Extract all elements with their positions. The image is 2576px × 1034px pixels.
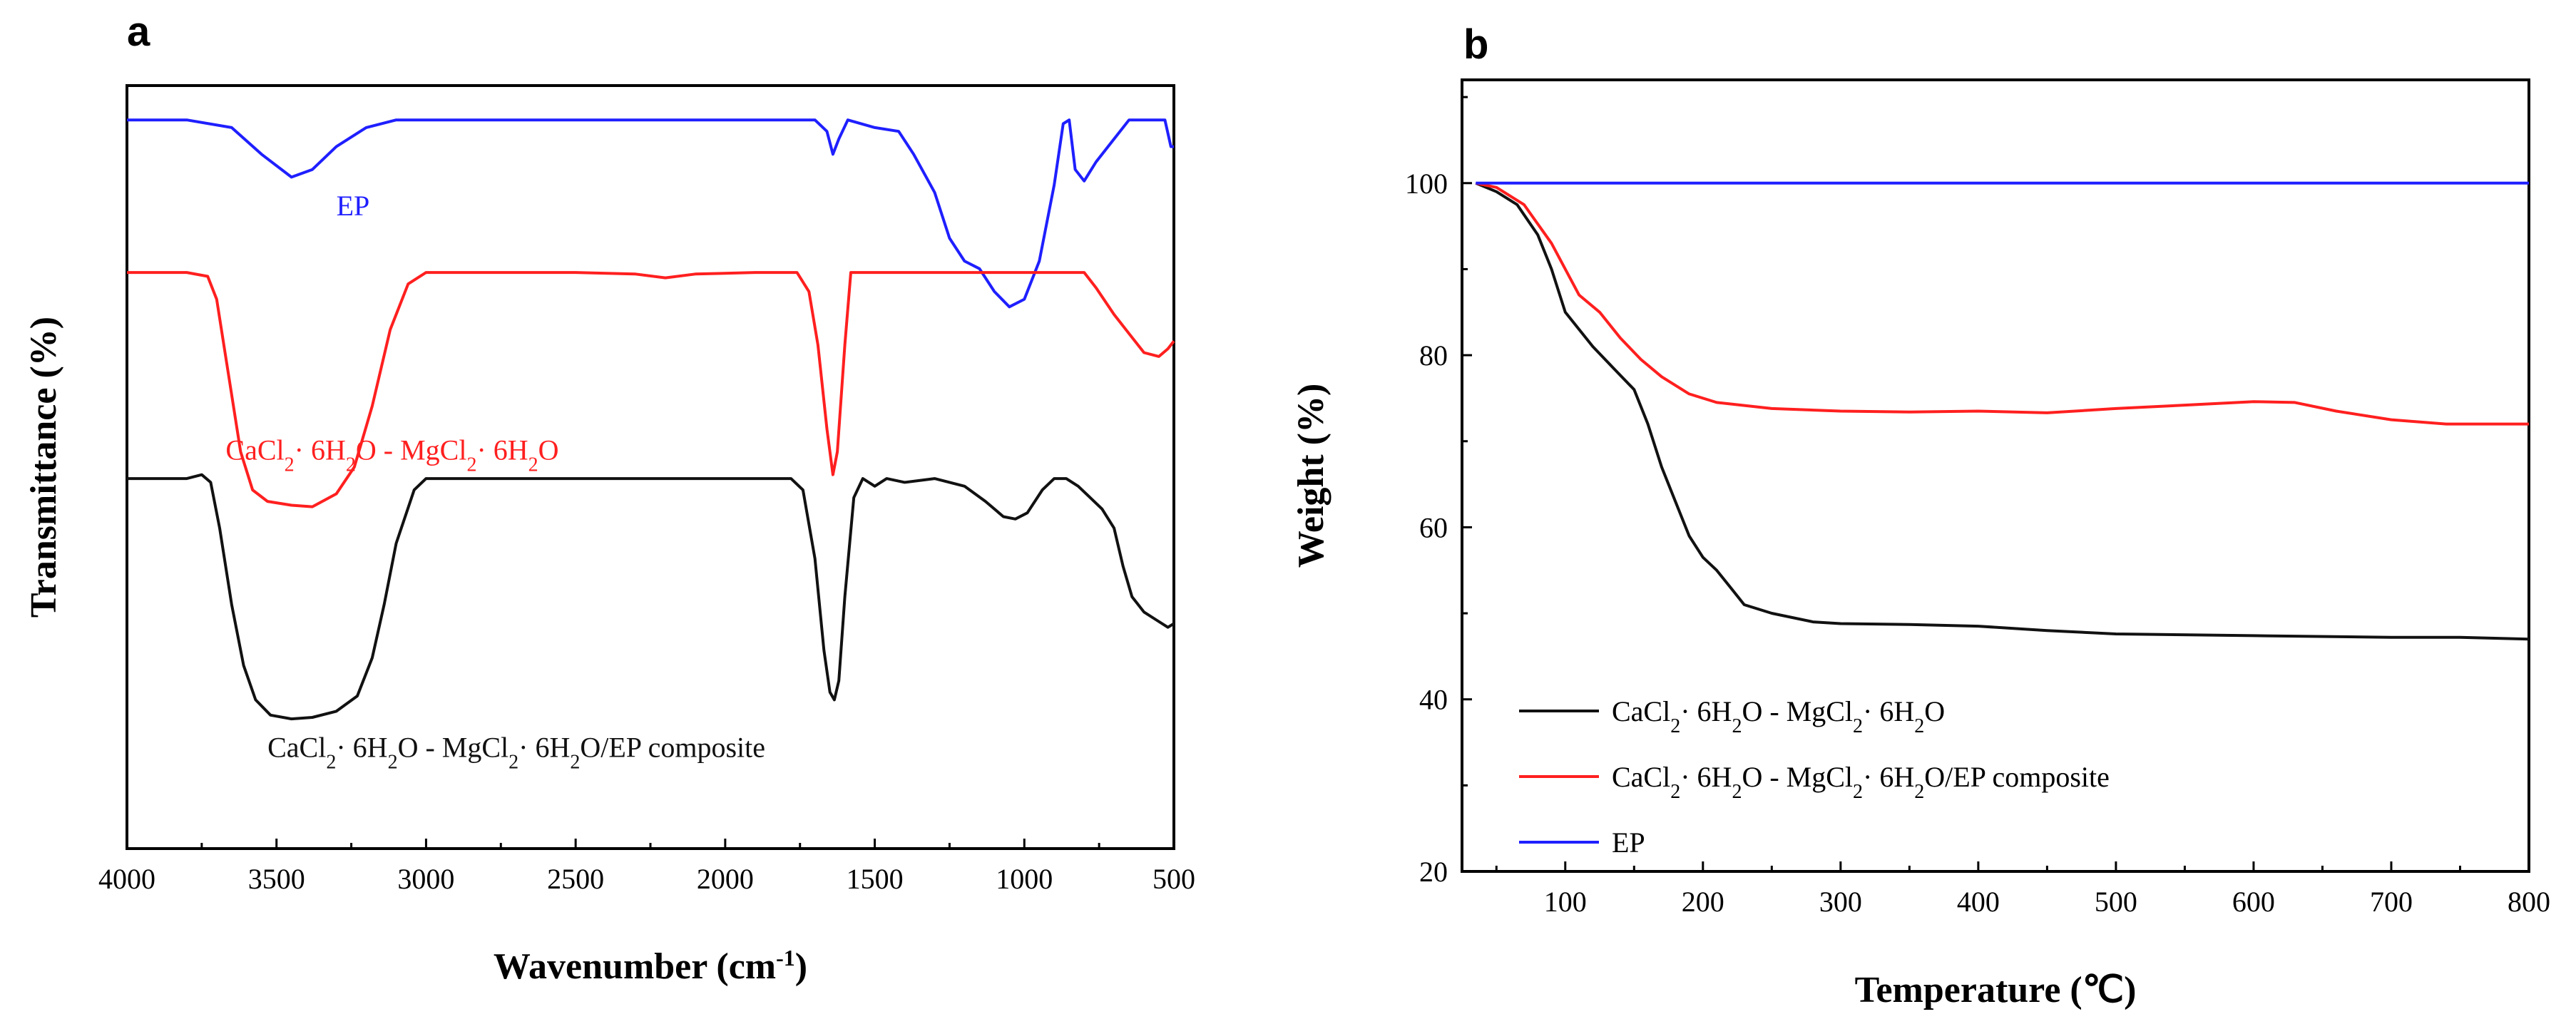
panel-b-label: b xyxy=(1463,21,1488,68)
panel-a-x-ticks: 4000 3500 3000 2500 2000 1500 1000 500 xyxy=(98,839,1195,895)
panel-a: a 4000 3500 3000 2500 2000 1500 1000 500 EP CaCl… xyxy=(24,9,1195,987)
b-y-tick-label: 80 xyxy=(1419,339,1448,372)
b-x-tick-label: 200 xyxy=(1682,886,1724,918)
b-x-tick-label: 600 xyxy=(2232,886,2275,918)
a-x-tick-label: 3000 xyxy=(397,863,454,895)
a-x-tick-label: 2000 xyxy=(697,863,754,895)
a-series-line-ep xyxy=(127,118,1174,309)
b-x-tick-label: 300 xyxy=(1819,886,1862,918)
b-legend-label-ep: EP xyxy=(1612,826,1645,859)
panel-a-label: a xyxy=(127,9,150,55)
panel-b: b 100 200 300 400 500 600 700 800 20 40 60 80 100 Ca… xyxy=(1291,21,2550,1010)
b-y-tick-label: 40 xyxy=(1419,684,1448,716)
b-y-tick-label: 20 xyxy=(1419,856,1448,888)
panel-b-y-axis-title: Weight (%) xyxy=(1291,384,1332,568)
a-x-tick-label: 4000 xyxy=(98,863,155,895)
b-x-tick-label: 700 xyxy=(2370,886,2413,918)
panel-a-x-axis-title: Wavenumber (cm-1) xyxy=(494,945,807,987)
b-legend-label-cacl2-6h2o-mgcl2-6h2o-ep-composite: CaCl2· 6H2O - MgCl2· 6H2O/EP composite xyxy=(1612,761,2110,803)
a-x-tick-label: 2500 xyxy=(547,863,604,895)
a-series-line-cacl2-6h2o-mgcl2-6h2o xyxy=(127,271,1175,508)
a-series-label-cacl2-6h2o-mgcl2-6h2o-ep-composite: CaCl2· 6H2O - MgCl2· 6H2O/EP composite xyxy=(267,732,765,774)
panel-b-series xyxy=(1475,181,2530,641)
b-x-tick-label: 100 xyxy=(1544,886,1587,918)
a-x-tick-label: 1000 xyxy=(996,863,1053,895)
b-x-tick-label: 500 xyxy=(2095,886,2137,918)
panel-b-legend: CaCl2· 6H2O - MgCl2· 6H2O CaCl2· 6H2O - M… xyxy=(1519,695,2110,859)
a-x-tick-label: 1500 xyxy=(847,863,904,895)
b-y-tick-label: 100 xyxy=(1405,168,1448,200)
panel-b-x-axis-title: Temperature (℃) xyxy=(1855,970,2137,1010)
panel-a-series-labels: EP CaCl2· 6H2O - MgCl2· 6H2O CaCl2· 6H2O -… xyxy=(225,190,765,773)
panel-b-plot-frame xyxy=(1461,78,2530,873)
a-x-tick-label: 500 xyxy=(1152,863,1195,895)
a-x-tick-label: 3500 xyxy=(248,863,305,895)
b-series-line-cacl2-6h2o-mgcl2-6h2o-ep-composite xyxy=(1475,181,2529,426)
b-x-tick-label: 800 xyxy=(2508,886,2550,918)
a-series-line-cacl2-6h2o-mgcl2-6h2o-ep-composite xyxy=(127,473,1175,721)
a-series-label-cacl2-6h2o-mgcl2-6h2o: CaCl2· 6H2O - MgCl2· 6H2O xyxy=(225,434,558,476)
a-series-label-ep: EP xyxy=(337,190,370,222)
b-series-line-cacl2-6h2o-mgcl2-6h2o xyxy=(1475,181,2530,641)
panel-a-y-axis-title: Transmittance (%) xyxy=(24,317,64,618)
b-x-tick-label: 400 xyxy=(1957,886,2000,918)
panel-b-ticks: 100 200 300 400 500 600 700 800 20 40 60 80 100 xyxy=(1405,96,2550,918)
panel-a-series xyxy=(127,118,1175,721)
b-y-tick-label: 60 xyxy=(1419,511,1448,543)
b-legend-label-cacl2-6h2o-mgcl2-6h2o: CaCl2· 6H2O - MgCl2· 6H2O xyxy=(1612,695,1945,737)
